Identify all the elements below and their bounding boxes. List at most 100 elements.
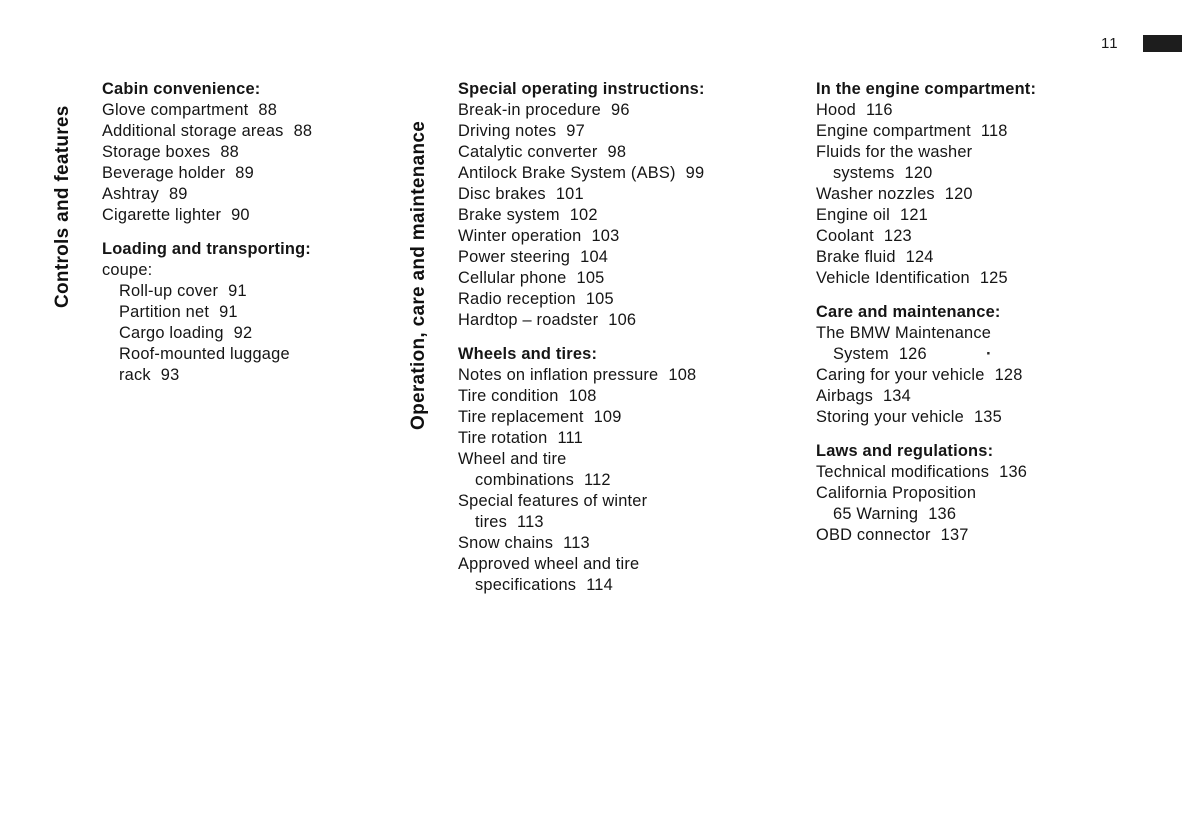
toc-entry: specifications 114	[458, 575, 788, 596]
toc-entry: Antilock Brake System (ABS) 99	[458, 163, 788, 184]
toc-entry-label: Roll-up cover	[119, 282, 219, 300]
chapter-index-tab	[1143, 35, 1182, 52]
toc-entry-label: specifications	[475, 576, 577, 594]
toc-entry: Hood 116	[816, 100, 1146, 121]
toc-entry-page: 111	[557, 429, 583, 447]
toc-entry-label: System	[833, 345, 889, 363]
toc-column: Cabin convenience: Glove compartment 88 Add…	[102, 79, 432, 386]
toc-entry-label: Storing your vehicle	[816, 408, 964, 426]
toc-entry: Driving notes 97	[458, 121, 788, 142]
toc-entry-page: 102	[569, 206, 598, 224]
toc-entry-label: The BMW Maintenance	[816, 324, 992, 342]
toc-entry-page: 101	[555, 185, 584, 203]
toc-entry: Power steering 104	[458, 247, 788, 268]
toc-entry-label: Technical modifications	[816, 463, 990, 481]
toc-entry-label: Driving notes	[458, 122, 557, 140]
toc-column: Special operating instructions: Break-in …	[458, 79, 788, 596]
toc-entry-label: Special features of winter	[458, 492, 648, 510]
toc-entry-page: 91	[228, 282, 247, 300]
toc-entry-label: 65 Warning	[833, 505, 919, 523]
toc-entry-page: 113	[563, 534, 590, 552]
toc-entry-page: 108	[568, 387, 597, 405]
toc-entry-label: Brake fluid	[816, 248, 896, 266]
toc-entry-page: 103	[591, 227, 620, 245]
toc-entry: Engine compartment 118	[816, 121, 1146, 142]
toc-column: In the engine compartment: Hood 116 Engine …	[816, 79, 1146, 546]
toc-entry: coupe:	[102, 260, 432, 281]
toc-entry-label: systems	[833, 164, 895, 182]
toc-entry-page: 124	[905, 248, 934, 266]
toc-entry-page: 91	[219, 303, 238, 321]
toc-entry-label: Washer nozzles	[816, 185, 935, 203]
toc-entry-label: Coolant	[816, 227, 874, 245]
toc-entry-label: Tire replacement	[458, 408, 584, 426]
toc-entry-page: 88	[258, 101, 278, 119]
toc-entry-label: Airbags	[816, 387, 873, 405]
toc-entry-label: Disc brakes	[458, 185, 546, 203]
toc-entry-page: 113	[516, 513, 544, 531]
toc-entry: Beverage holder 89	[102, 163, 432, 184]
toc-entry-page: 137	[940, 526, 969, 544]
toc-entry-page: 105	[585, 290, 614, 308]
toc-entry-label: Roof-mounted luggage	[119, 345, 290, 363]
toc-entry: Storage boxes 88	[102, 142, 432, 163]
toc-entry: Cargo loading 92	[102, 323, 432, 344]
toc-entry: Winter operation 103	[458, 226, 788, 247]
toc-entry: Washer nozzles 120	[816, 184, 1146, 205]
toc-entry: Fluids for the washer	[816, 142, 1146, 163]
toc-entry-page: 89	[235, 164, 254, 182]
toc-entry-label: Engine oil	[816, 206, 890, 224]
toc-entry: California Proposition	[816, 483, 1146, 504]
toc-entry: Brake system 102	[458, 205, 788, 226]
toc-entry-label: rack	[119, 366, 151, 384]
print-artifact-dot: ·	[986, 344, 992, 363]
toc-entry-page: 104	[580, 248, 609, 266]
toc-entry-label: Approved wheel and tire	[458, 555, 640, 573]
section-heading: Wheels and tires:	[458, 345, 598, 363]
toc-entry: Tire replacement 109	[458, 407, 788, 428]
toc-entry-page: 121	[900, 206, 928, 224]
section-heading: Loading and transporting:	[102, 240, 311, 258]
toc-entry: Roof-mounted luggage	[102, 344, 432, 365]
toc-entry-page: 136	[999, 463, 1028, 481]
toc-entry-label: Catalytic converter	[458, 143, 598, 161]
toc-entry: combinations 112	[458, 470, 788, 491]
toc-entry: Disc brakes 101	[458, 184, 788, 205]
toc-entry-label: coupe:	[102, 261, 153, 279]
toc-entry-page: 108	[668, 366, 697, 384]
toc-entry-label: Additional storage areas	[102, 122, 284, 140]
toc-section: Special operating instructions: Break-in …	[458, 79, 788, 331]
toc-entry: Vehicle Identification 125	[816, 268, 1146, 289]
toc-entry-label: Tire condition	[458, 387, 559, 405]
section-heading: Special operating instructions:	[458, 80, 705, 98]
toc-entry-page: 90	[231, 206, 250, 224]
toc-section: Loading and transporting: coupe: Roll-up c…	[102, 239, 432, 386]
toc-section: Care and maintenance: The BMW Maintenance…	[816, 302, 1146, 428]
toc-entry-label: combinations	[475, 471, 574, 489]
toc-entry-label: Tire rotation	[458, 429, 548, 447]
toc-entry: Notes on inflation pressure 108	[458, 365, 788, 386]
toc-entry-page: 92	[233, 324, 253, 342]
toc-entry-page: 96	[611, 101, 630, 119]
toc-entry: 65 Warning 136	[816, 504, 1146, 525]
toc-entry: Cigarette lighter 90	[102, 205, 432, 226]
toc-entry: systems 120	[816, 163, 1146, 184]
toc-entry-label: Ashtray	[102, 185, 159, 203]
toc-entry-label: Winter operation	[458, 227, 582, 245]
toc-entry-label: Hood	[816, 101, 856, 119]
toc-entry-page: 112	[583, 471, 611, 489]
toc-entry: Roll-up cover 91	[102, 281, 432, 302]
toc-entry-label: Break-in procedure	[458, 101, 601, 119]
toc-entry: Ashtray 89	[102, 184, 432, 205]
toc-entry: Partition net 91	[102, 302, 432, 323]
toc-entry: Storing your vehicle 135	[816, 407, 1146, 428]
toc-entry-label: Cellular phone	[458, 269, 567, 287]
toc-entry-page: 88	[220, 143, 239, 161]
toc-entry-page: 135	[973, 408, 1002, 426]
toc-entry: Airbags 134	[816, 386, 1146, 407]
toc-entry-page: 120	[904, 164, 933, 182]
toc-entry-page: 88	[293, 122, 313, 140]
toc-entry: Special features of winter	[458, 491, 788, 512]
toc-entry-label: Vehicle Identification	[816, 269, 970, 287]
toc-entry-label: Brake system	[458, 206, 560, 224]
